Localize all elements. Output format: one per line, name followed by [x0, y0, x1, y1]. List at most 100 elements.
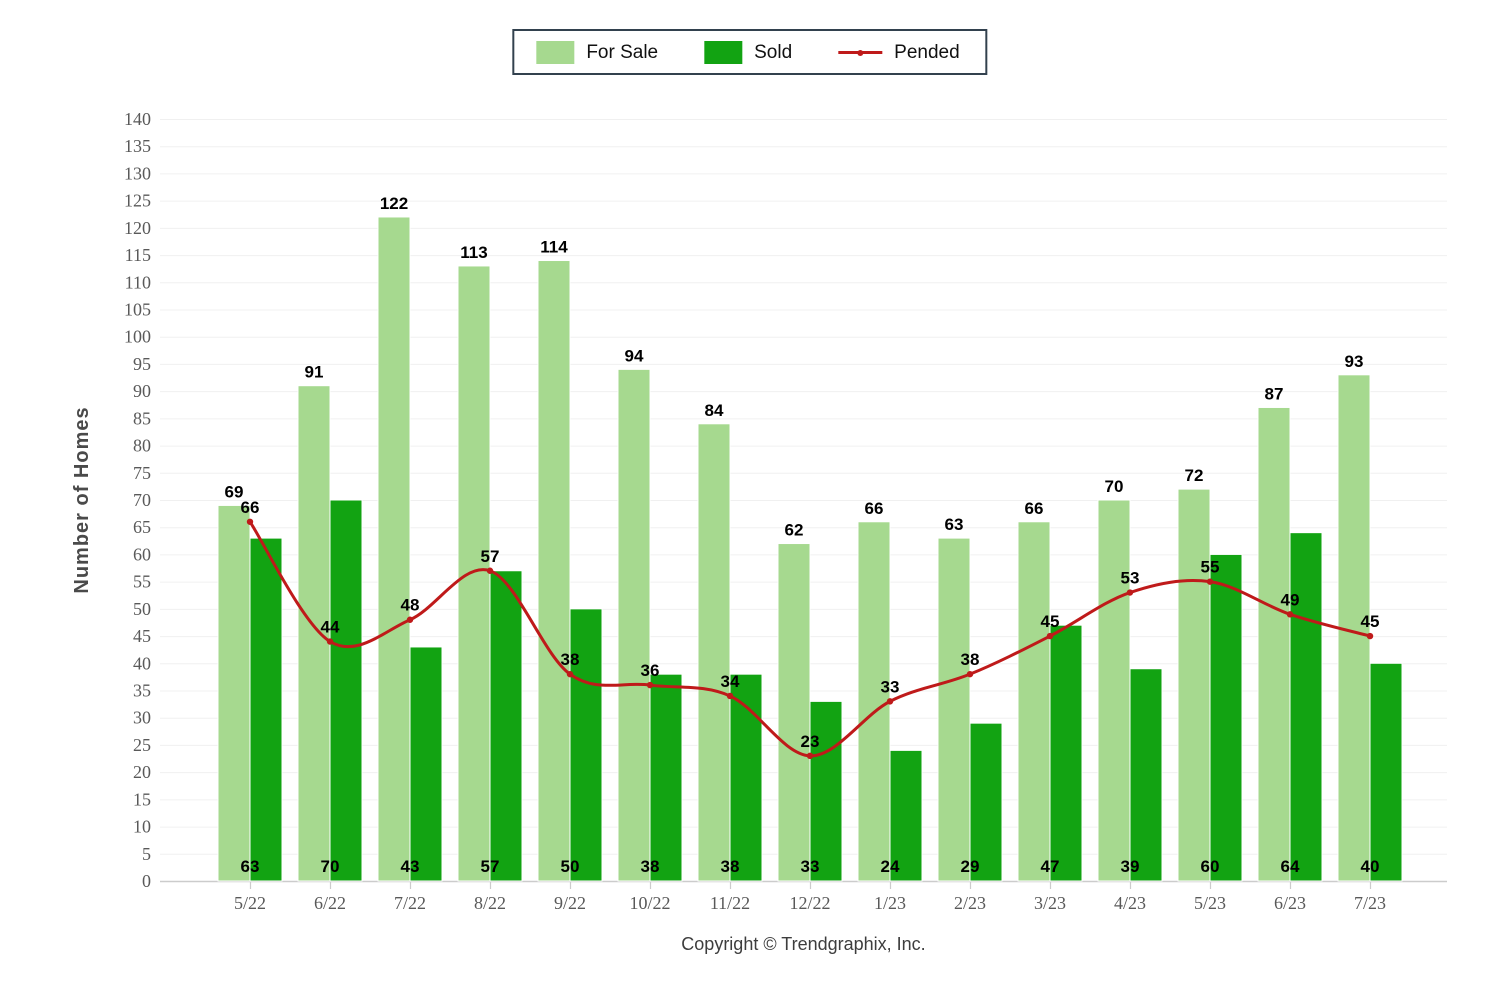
- y-tick-label: 105: [124, 300, 151, 320]
- for-sale-value-label: 70: [1105, 477, 1124, 496]
- y-tick-label: 140: [124, 109, 151, 129]
- pended-point[interactable]: [1206, 578, 1214, 585]
- y-tick-label: 65: [133, 517, 151, 537]
- y-tick-label: 50: [133, 599, 151, 619]
- sold-value-label: 60: [1201, 857, 1220, 876]
- legend-label-for-sale: For Sale: [586, 41, 659, 63]
- for-sale-bar[interactable]: [457, 265, 491, 882]
- pended-point[interactable]: [406, 616, 414, 623]
- legend-item-for-sale[interactable]: For Sale: [536, 40, 659, 64]
- sold-bar[interactable]: [249, 537, 283, 882]
- for-sale-value-label: 63: [945, 515, 964, 534]
- pended-point[interactable]: [326, 638, 334, 645]
- pended-point[interactable]: [1046, 632, 1054, 640]
- sold-value-label: 64: [1281, 857, 1300, 876]
- sold-bar[interactable]: [1289, 532, 1323, 882]
- y-tick-label: 130: [124, 163, 151, 183]
- pended-value-label: 66: [241, 498, 260, 517]
- for-sale-value-label: 69: [225, 482, 244, 501]
- pended-point[interactable]: [1366, 632, 1374, 640]
- sold-value-label: 47: [1041, 857, 1060, 876]
- sold-bar[interactable]: [649, 673, 683, 882]
- sold-value-label: 43: [401, 857, 420, 876]
- x-tick-label: 8/22: [474, 893, 506, 913]
- y-tick-label: 35: [133, 681, 151, 701]
- sold-value-label: 63: [241, 857, 260, 876]
- sold-bar[interactable]: [889, 749, 923, 882]
- pended-value-label: 33: [881, 677, 900, 696]
- y-tick-label: 120: [124, 218, 151, 238]
- for-sale-value-label: 114: [540, 238, 568, 257]
- x-tick-label: 1/23: [874, 893, 906, 913]
- for-sale-bar[interactable]: [537, 260, 571, 882]
- x-tick-label: 5/22: [234, 893, 266, 913]
- for-sale-swatch-icon: [536, 40, 575, 64]
- sold-value-label: 57: [481, 857, 500, 876]
- sold-bar[interactable]: [1129, 668, 1163, 882]
- y-tick-label: 45: [133, 626, 151, 646]
- sold-bar[interactable]: [809, 700, 843, 882]
- sold-value-label: 24: [881, 857, 900, 876]
- pended-value-label: 49: [1281, 590, 1300, 609]
- sold-bar[interactable]: [569, 608, 603, 882]
- y-tick-label: 135: [124, 136, 151, 156]
- for-sale-bar[interactable]: [857, 521, 891, 882]
- sold-bar[interactable]: [1209, 553, 1243, 882]
- y-axis-title: Number of Homes: [71, 406, 93, 594]
- pended-point[interactable]: [1286, 611, 1294, 618]
- for-sale-bar[interactable]: [1017, 521, 1051, 882]
- pended-value-label: 36: [641, 661, 660, 680]
- y-tick-label: 40: [133, 653, 151, 673]
- pended-point[interactable]: [486, 567, 494, 574]
- pended-point[interactable]: [246, 518, 254, 525]
- pended-line[interactable]: [248, 520, 1372, 758]
- sold-value-label: 40: [1361, 857, 1380, 876]
- pended-point[interactable]: [806, 752, 814, 760]
- for-sale-bar[interactable]: [777, 543, 811, 882]
- pended-point[interactable]: [886, 698, 894, 705]
- for-sale-value-label: 62: [785, 521, 804, 540]
- sold-value-label: 50: [561, 857, 580, 876]
- for-sale-bar[interactable]: [1257, 406, 1291, 882]
- sold-bar[interactable]: [489, 570, 523, 882]
- for-sale-bar[interactable]: [377, 216, 411, 882]
- for-sale-bar[interactable]: [297, 385, 331, 882]
- pended-value-label: 38: [961, 650, 980, 669]
- legend-item-sold[interactable]: Sold: [704, 40, 792, 64]
- for-sale-bar[interactable]: [1177, 488, 1211, 882]
- for-sale-bar[interactable]: [937, 537, 971, 882]
- sold-bar[interactable]: [1049, 624, 1083, 882]
- for-sale-bar[interactable]: [697, 423, 731, 882]
- pended-value-label: 45: [1041, 612, 1060, 631]
- y-tick-label: 95: [133, 354, 151, 374]
- y-tick-label: 90: [133, 381, 151, 401]
- sold-bar[interactable]: [409, 646, 443, 882]
- for-sale-value-label: 93: [1345, 352, 1364, 371]
- pended-point[interactable]: [966, 670, 974, 678]
- x-tick-label: 6/23: [1274, 893, 1306, 913]
- x-tick-label: 10/22: [629, 893, 670, 913]
- for-sale-bar[interactable]: [1097, 499, 1131, 882]
- for-sale-bar[interactable]: [617, 368, 651, 882]
- for-sale-value-label: 84: [705, 401, 724, 420]
- pended-point[interactable]: [566, 670, 574, 678]
- sold-value-label: 29: [961, 857, 980, 876]
- x-tick-label: 7/22: [394, 893, 426, 913]
- y-tick-label: 10: [133, 817, 151, 837]
- pended-value-label: 23: [801, 732, 820, 751]
- sold-bar[interactable]: [729, 673, 763, 882]
- legend-item-pended[interactable]: Pended: [838, 41, 960, 64]
- sold-value-label: 38: [641, 857, 660, 876]
- sold-bar[interactable]: [1369, 662, 1403, 882]
- pended-point[interactable]: [646, 681, 654, 689]
- y-tick-label: 60: [133, 544, 151, 564]
- pended-point[interactable]: [1126, 589, 1134, 596]
- sold-bar[interactable]: [969, 722, 1003, 882]
- sold-value-label: 33: [801, 857, 820, 876]
- y-tick-label: 70: [133, 490, 151, 510]
- for-sale-bar[interactable]: [217, 504, 251, 882]
- y-tick-label: 0: [142, 871, 151, 891]
- pended-point[interactable]: [726, 692, 734, 700]
- sold-bar[interactable]: [329, 499, 363, 882]
